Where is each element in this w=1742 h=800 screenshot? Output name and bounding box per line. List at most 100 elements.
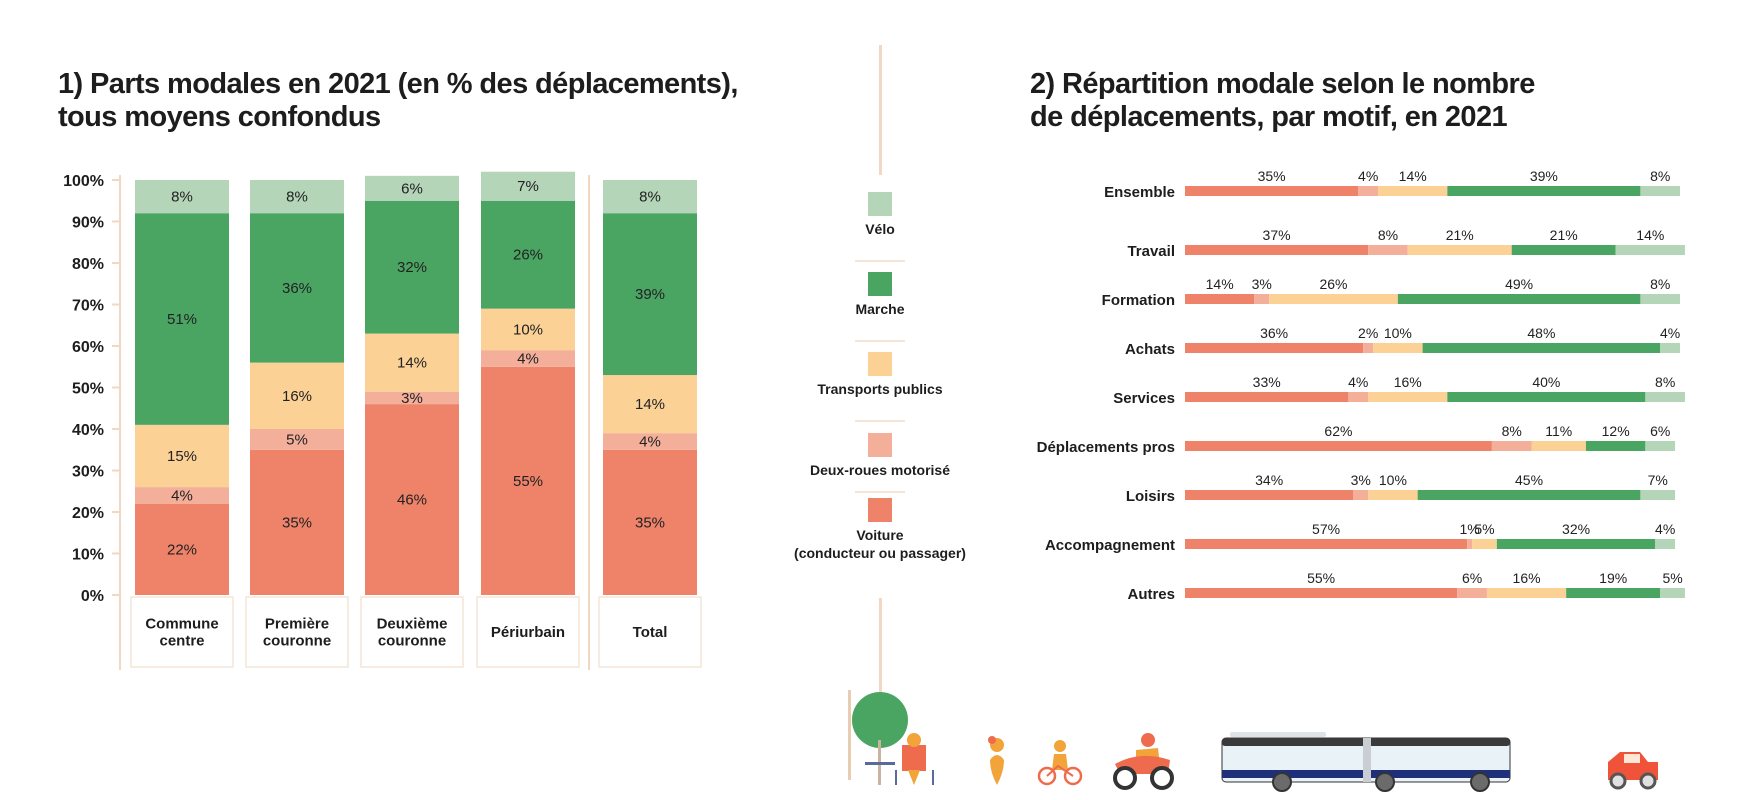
data-label: 4% xyxy=(171,487,193,504)
bar-segment-transports_publics xyxy=(250,362,344,429)
bar-segment-transports_publics xyxy=(1378,186,1448,196)
bar-segment-transports_publics xyxy=(365,333,459,392)
bar-segment-deux_roues xyxy=(250,429,344,450)
data-label: 16% xyxy=(1394,374,1422,390)
row-label: Déplacements pros xyxy=(1037,439,1175,456)
bar-segment-velo xyxy=(1640,490,1676,500)
data-label: 39% xyxy=(1530,168,1558,184)
data-label: 5% xyxy=(286,431,308,448)
bar-segment-marche xyxy=(365,200,459,334)
data-label: 55% xyxy=(513,473,543,490)
bar-segment-velo xyxy=(1645,441,1676,451)
bar-segment-transports_publics xyxy=(1368,490,1418,500)
bar-row: Travail 37% 8% 21% 21% 14% xyxy=(1127,227,1685,260)
bar-segment-marche xyxy=(135,213,229,425)
data-label: 35% xyxy=(282,514,312,531)
category-label: centre xyxy=(159,633,204,650)
cyclist-icon xyxy=(1037,740,1083,786)
data-label: 12% xyxy=(1602,423,1630,439)
row-label: Travail xyxy=(1127,243,1175,260)
bar-segment-velo xyxy=(365,175,459,201)
data-label: 2% xyxy=(1358,325,1378,341)
data-label: 8% xyxy=(1502,423,1522,439)
category-label-box xyxy=(598,596,702,668)
bar-segment-transports_publics xyxy=(1531,441,1586,451)
y-tick-label: 100% xyxy=(63,173,104,190)
row-label: Accompagnement xyxy=(1045,537,1175,554)
data-label: 4% xyxy=(1660,325,1680,341)
data-label: 36% xyxy=(282,280,312,297)
y-tick-label: 0% xyxy=(81,588,104,605)
bar-segment-voiture xyxy=(1185,392,1349,402)
y-tick-label: 50% xyxy=(72,381,104,398)
bar-segment-marche xyxy=(1397,294,1641,304)
data-label: 40% xyxy=(1532,374,1560,390)
category-label: Deuxième xyxy=(377,616,448,633)
bar-segment-velo xyxy=(1640,186,1680,196)
category-label-box xyxy=(360,596,464,668)
bar-segment-deux_roues xyxy=(1363,343,1374,353)
bar-segment-velo xyxy=(1640,294,1680,304)
data-label: 11% xyxy=(1545,423,1572,439)
data-label: 19% xyxy=(1599,570,1627,586)
data-label: 10% xyxy=(513,321,543,338)
legend-label: Voiture (conducteur ou passager) xyxy=(794,527,966,561)
legend-item-marche: Marche xyxy=(780,272,980,318)
data-label: 35% xyxy=(1258,168,1286,184)
legend-swatch xyxy=(868,498,892,522)
bar-segment-velo xyxy=(1655,539,1676,549)
bar-row: Formation 14% 3% 26% 49% 8% xyxy=(1102,276,1680,309)
legend-label: Vélo xyxy=(865,221,895,237)
divider-top xyxy=(879,45,882,175)
bar-segment-deux_roues xyxy=(365,391,459,405)
chart-1-title: 1) Parts modales en 2021 (en % des dépla… xyxy=(58,68,738,133)
bar-segment-voiture xyxy=(603,449,697,595)
data-label: 5% xyxy=(1474,521,1494,537)
data-label: 8% xyxy=(1650,276,1670,292)
data-label: 16% xyxy=(1513,570,1541,586)
data-label: 21% xyxy=(1550,227,1578,243)
bar-segment-voiture xyxy=(481,366,575,595)
bar-row: Autres 55% 6% 16% 19% 5% xyxy=(1127,570,1685,603)
data-label: 39% xyxy=(635,286,665,303)
data-label: 10% xyxy=(1384,325,1412,341)
legend-item-deux_roues: Deux-roues motorisé xyxy=(780,433,980,479)
bar-segment-voiture xyxy=(1185,441,1492,451)
y-tick-label: 10% xyxy=(72,547,104,564)
data-label: 14% xyxy=(1399,168,1427,184)
bar-row: Déplacements pros 62% 8% 11% 12% 6% xyxy=(1037,423,1676,456)
data-label: 4% xyxy=(1348,374,1368,390)
data-label: 3% xyxy=(1252,276,1272,292)
bar-segment-deux_roues xyxy=(1353,490,1369,500)
bar-segment-voiture xyxy=(1185,186,1359,196)
articulated-bus-icon xyxy=(1221,732,1511,792)
chart-2-title: 2) Répartition modale selon le nombre de … xyxy=(1030,68,1535,133)
data-label: 3% xyxy=(401,390,423,407)
bar-segment-transports_publics xyxy=(1269,294,1398,304)
data-label: 4% xyxy=(1358,168,1378,184)
transport-illustrations xyxy=(848,690,1658,792)
data-label: 45% xyxy=(1515,472,1543,488)
bar-segment-voiture xyxy=(1185,490,1354,500)
legend-item-voiture: Voiture (conducteur ou passager) xyxy=(780,498,980,562)
legend-separator xyxy=(855,340,905,342)
bar-segment-deux_roues xyxy=(481,350,575,367)
bar-segment-voiture xyxy=(365,404,459,595)
bar-segment-transports_publics xyxy=(1407,245,1512,255)
bar-segment-deux_roues xyxy=(1348,392,1369,402)
bar-row: Achats 36% 2% 10% 48% 4% xyxy=(1125,325,1680,358)
data-label: 48% xyxy=(1527,325,1555,341)
data-label: 8% xyxy=(639,189,661,206)
data-label: 14% xyxy=(397,355,427,372)
data-label: 57% xyxy=(1312,521,1340,537)
data-label: 4% xyxy=(639,433,661,450)
bar-segment-marche xyxy=(603,213,697,376)
data-label: 37% xyxy=(1263,227,1291,243)
data-label: 5% xyxy=(1662,570,1682,586)
row-label: Loisirs xyxy=(1126,488,1175,505)
row-label: Services xyxy=(1113,390,1175,407)
category-label-box xyxy=(476,596,580,668)
data-label: 6% xyxy=(401,180,423,197)
category-label: Commune xyxy=(145,616,218,633)
bar-segment-deux_roues xyxy=(1368,245,1408,255)
